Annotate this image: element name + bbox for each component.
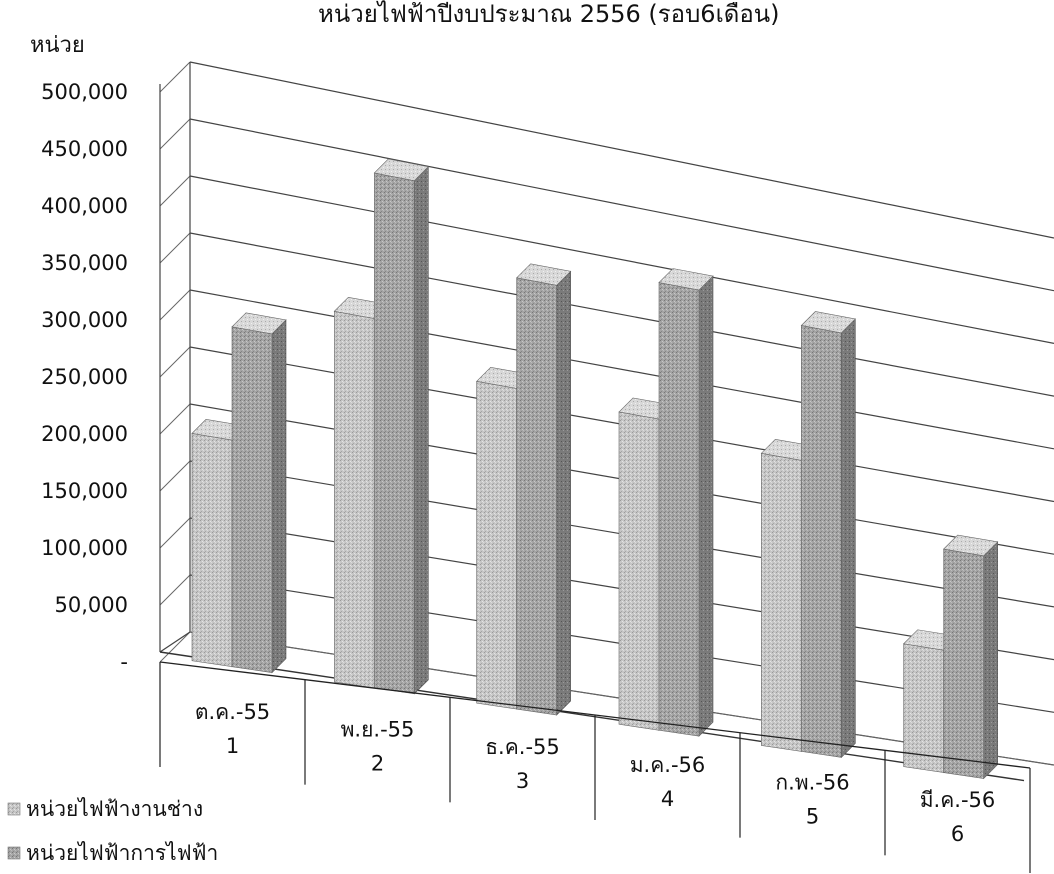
bar-front	[516, 277, 557, 716]
y-tick-label: 450,000	[41, 137, 128, 161]
bar-top	[943, 534, 999, 557]
y-tick-label: 100,000	[41, 536, 128, 560]
bar-front	[191, 433, 233, 668]
y-tick-label: 500,000	[41, 80, 128, 104]
y-tick-label: -	[120, 650, 128, 674]
bar-utility-5	[800, 311, 856, 759]
legend-label: หน่วยไฟฟ้างานช่าง	[26, 797, 203, 821]
y-tick-label: 400,000	[41, 194, 128, 218]
legend-swatch	[7, 846, 21, 860]
bar-side	[983, 541, 998, 780]
gridline-side	[159, 118, 191, 150]
chart-title: หน่วยไฟฟ้าปีงบประมาณ 2556 (รอบ6เดือน)	[318, 0, 780, 28]
category-month-label: ก.พ.-56	[775, 771, 849, 795]
category-month-label: พ.ย.-55	[341, 718, 415, 742]
category-index-label: 2	[371, 752, 384, 776]
gridline-side	[159, 631, 191, 663]
y-tick-label: 300,000	[41, 308, 128, 332]
category-index-label: 5	[806, 805, 819, 829]
bar-top	[231, 312, 287, 335]
floor-front-edge	[159, 651, 1025, 782]
gridline-side	[159, 346, 191, 378]
bar-front	[801, 325, 842, 758]
bar-utility-2	[373, 158, 429, 695]
gridline	[189, 118, 1054, 292]
gridline-side	[159, 517, 191, 549]
bar-top	[516, 263, 572, 286]
bar-front	[943, 548, 984, 779]
y-tick-label: 250,000	[41, 365, 128, 389]
gridline	[189, 175, 1054, 344]
bar-top	[658, 268, 714, 291]
bar-side	[698, 275, 714, 737]
category-month-label: มี.ค.-56	[920, 788, 996, 812]
axes: - 50,000 100,000 150,000 200,000 250,000 300,0…	[41, 62, 1054, 782]
bar-front	[658, 282, 700, 737]
category-index-label: 3	[516, 769, 529, 793]
bar-side	[556, 270, 571, 716]
y-tick-label: 150,000	[41, 479, 128, 503]
gridline	[189, 232, 1054, 397]
bar-utility-1	[231, 312, 287, 674]
category-axis: ต.ค.-55 1 พ.ย.-55 2 ธ.ค.-55 3 ม.ค.-56 4 ก.พ.-56 5…	[159, 661, 1031, 873]
bar-side	[271, 319, 287, 674]
gridline	[189, 289, 1054, 450]
gridline-side	[159, 175, 191, 207]
bar-top	[373, 158, 429, 182]
gridline-side	[159, 574, 191, 606]
bar-front	[374, 172, 415, 695]
bars	[191, 158, 999, 780]
gridline-side	[159, 232, 191, 264]
y-tick-label: 50,000	[55, 593, 128, 617]
bar-front	[334, 310, 375, 689]
bar-side	[841, 318, 856, 759]
y-tick-label: 350,000	[41, 251, 128, 275]
y-tick-label: 200,000	[41, 422, 128, 446]
category-index-label: 4	[661, 787, 674, 811]
gridline-side	[159, 289, 191, 321]
gridline	[189, 61, 1054, 239]
gridline-side	[159, 61, 191, 93]
bar-utility-3	[516, 263, 572, 716]
category-index-label: 1	[226, 734, 239, 758]
floor-side-edge	[159, 631, 191, 653]
bar-front	[231, 326, 273, 674]
bar-utility-6	[943, 534, 999, 780]
bar-front	[618, 411, 660, 731]
category-month-label: ต.ค.-55	[195, 700, 270, 724]
category-index-label: 6	[951, 822, 964, 846]
bar-side	[414, 165, 429, 695]
legend-label: หน่วยไฟฟ้าการไฟฟ้า	[26, 841, 218, 865]
bar-top	[800, 311, 856, 334]
y-axis-unit-label: หน่วย	[30, 33, 85, 58]
category-month-label: ธ.ค.-55	[485, 735, 560, 759]
category-month-label: ม.ค.-56	[630, 753, 706, 777]
legend-swatch	[7, 802, 21, 816]
bar-front	[476, 380, 517, 710]
bar-utility-4	[658, 268, 714, 737]
gridline-side	[159, 460, 191, 492]
gridline-side	[159, 403, 191, 435]
bar-front	[761, 452, 802, 752]
